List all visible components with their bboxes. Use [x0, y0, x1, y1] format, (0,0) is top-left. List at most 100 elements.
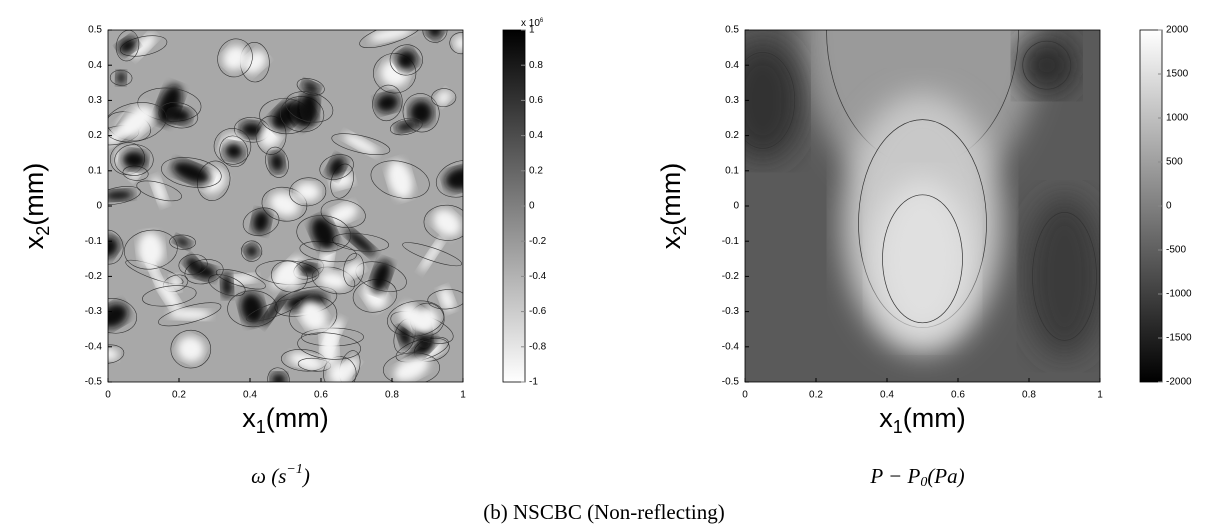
field-blob: [387, 160, 413, 199]
x-tick-label: 0: [105, 390, 111, 401]
contour-line: [330, 163, 354, 199]
field-blob: [745, 40, 803, 161]
field-blob: [420, 236, 445, 272]
label-sub: 2: [670, 226, 690, 236]
field-blob: [157, 280, 181, 312]
contour-line: [372, 84, 403, 122]
field-blob: [299, 90, 320, 123]
colorbar-tick-label: -0.4: [529, 271, 547, 282]
contour-line: [169, 234, 196, 250]
colorbar-tick-label: 0.6: [529, 95, 543, 106]
y-tick-label: -0.4: [722, 341, 740, 352]
contour-line: [389, 44, 423, 76]
field-blob: [433, 209, 461, 237]
field-blob: [301, 80, 320, 93]
contour-line: [343, 253, 365, 287]
y-tick-label: -0.3: [722, 306, 740, 317]
contour-line: [423, 204, 463, 241]
field-blob: [262, 294, 286, 327]
contour-line: [402, 242, 462, 267]
colorbar-tick-label: 1: [529, 25, 535, 36]
contour-line: [261, 186, 308, 222]
label-sub: 1: [893, 417, 903, 437]
field-blob: [151, 176, 167, 206]
colorbar-tick-label: 0.2: [529, 165, 543, 176]
colorbar-tick-label: -500: [1166, 245, 1186, 256]
y-tick-label: 0: [96, 201, 102, 212]
contour-line: [137, 87, 202, 122]
label-main: x: [242, 403, 256, 433]
field-blob: [343, 262, 364, 278]
label-unit: (mm): [266, 403, 329, 433]
field-blob: [872, 178, 973, 339]
field-blob: [328, 362, 351, 382]
colorbar-tick-label: -1000: [1166, 289, 1192, 300]
field-blob: [270, 372, 287, 382]
y-tick-label: 0.5: [725, 25, 739, 36]
label-unit: (mm): [19, 163, 49, 226]
field-blob: [168, 308, 212, 320]
caption-sub: 0: [920, 475, 927, 490]
contour-line: [142, 285, 197, 307]
contour-line: [241, 240, 263, 262]
label-unit: (mm): [903, 403, 966, 433]
field-blob: [1016, 35, 1077, 96]
field-blob: [345, 229, 376, 256]
field-blob: [240, 292, 265, 326]
label-sub: 1: [256, 417, 266, 437]
field-blob: [329, 203, 358, 224]
y-tick-label: 0.4: [725, 60, 739, 71]
contour-line: [242, 207, 280, 236]
colorbar-tick-label: 0.4: [529, 130, 543, 141]
contour-line: [387, 300, 445, 337]
contour-line: [213, 128, 252, 165]
caption-post: ): [302, 464, 310, 488]
colorbar-tick-label: -0.2: [529, 236, 547, 247]
field-blob: [327, 156, 346, 178]
x-tick-label: 0.6: [314, 390, 328, 401]
x-tick-label: 0: [742, 390, 748, 401]
x-tick-label: 0.8: [1022, 390, 1036, 401]
y-tick-label: -0.3: [85, 306, 103, 317]
colorbar-tick-label: 0.8: [529, 60, 543, 71]
field-blob: [1024, 196, 1100, 357]
contour-line: [383, 352, 440, 382]
x-tick-label: 0.2: [809, 390, 823, 401]
contour-line: [170, 329, 212, 369]
field-blob: [251, 209, 271, 234]
x-tick-label: 0.2: [172, 390, 186, 401]
y-tick-label: -0.1: [85, 236, 103, 247]
contour-field: [745, 30, 1100, 382]
figure-caption: (b) NSCBC (Non-reflecting): [483, 500, 724, 524]
contour-line: [158, 102, 199, 129]
scale-base: x 10: [521, 18, 540, 29]
contour-line: [184, 259, 224, 285]
caption-sup: −1: [286, 462, 302, 477]
field-blob: [177, 336, 205, 362]
field-blob: [184, 256, 202, 273]
caption: P − P0(Pa): [869, 464, 964, 490]
contour-line: [370, 160, 430, 199]
field-blob: [320, 324, 338, 368]
y-tick-label: -0.2: [85, 271, 103, 282]
label-main: x: [656, 235, 686, 249]
y-tick-label: -0.2: [722, 271, 740, 282]
contour-line: [158, 302, 222, 327]
contour-line: [123, 229, 178, 270]
field-blob: [269, 152, 285, 173]
field-blob: [444, 166, 463, 191]
field-blob: [117, 105, 154, 139]
contour-line: [267, 367, 290, 382]
y-tick-label: 0.2: [725, 130, 739, 141]
label-sub: 2: [33, 226, 53, 236]
field-blob: [165, 106, 192, 124]
contour-line: [319, 154, 354, 180]
caption: ω (s−1): [251, 462, 310, 488]
contour-line: [331, 133, 391, 155]
contour-line: [285, 91, 334, 123]
colorbar-tick-label: 0: [1166, 201, 1172, 212]
field-blob: [299, 300, 327, 331]
field-blob: [426, 30, 443, 39]
colorbar-tick-label: -1500: [1166, 333, 1192, 344]
contour-line: [431, 88, 457, 107]
